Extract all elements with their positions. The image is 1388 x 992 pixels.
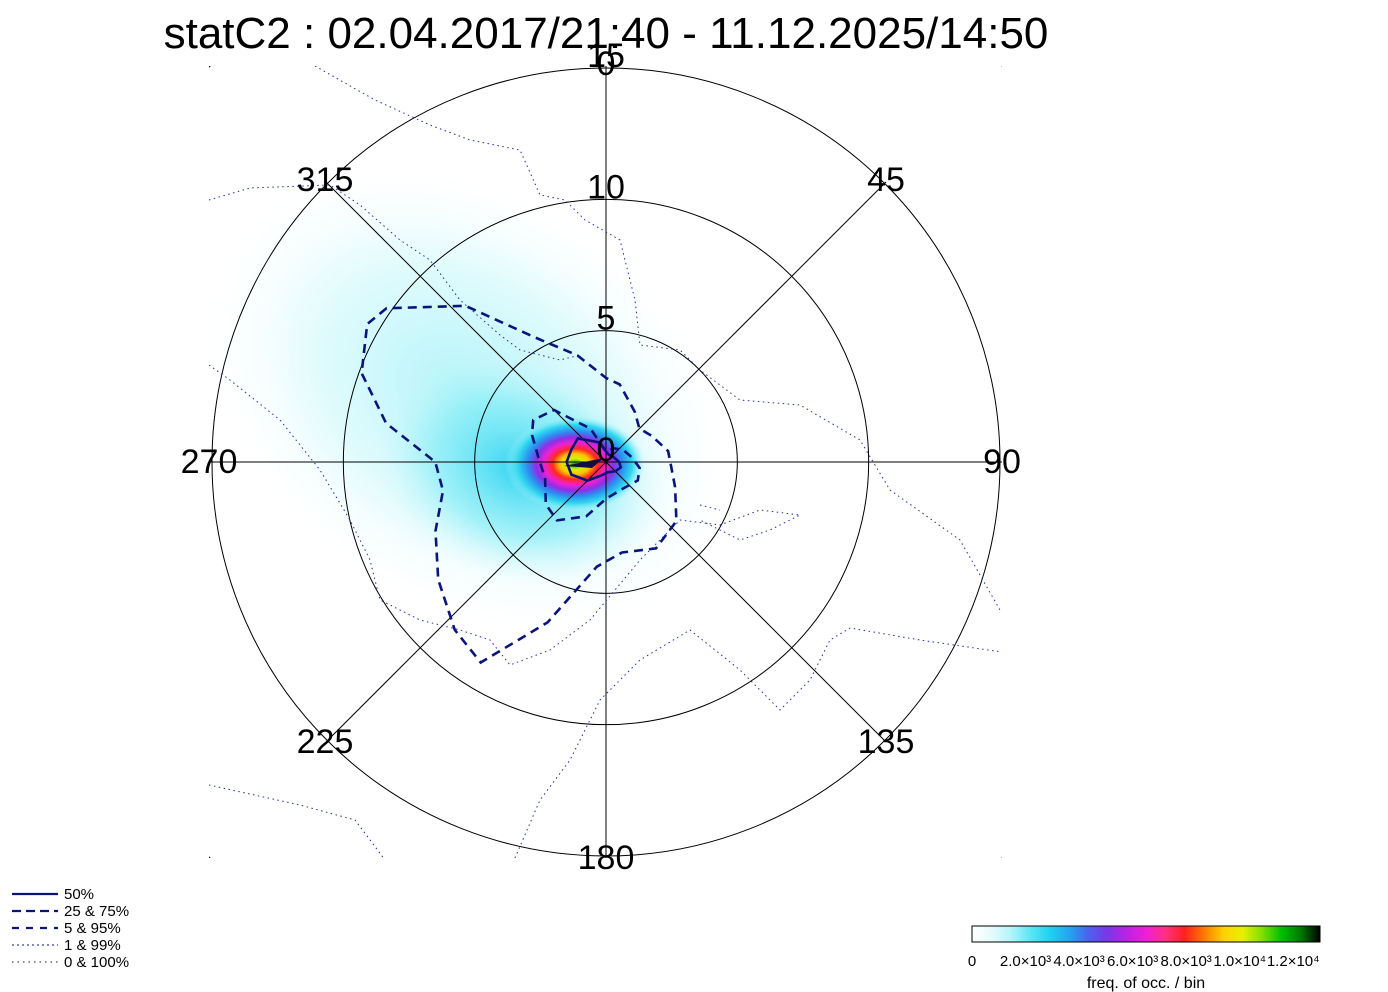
percentile-contours: [360, 304, 678, 665]
direction-label-180: 180: [578, 839, 635, 877]
density-field: [213, 170, 727, 630]
direction-label-270: 270: [181, 443, 238, 481]
ring-label-0: 0: [597, 431, 616, 469]
colorbar-tick-3: 6.0×10³: [1107, 953, 1158, 970]
percentile-contours-outer: [209, 66, 1002, 858]
direction-label-45: 45: [867, 161, 905, 199]
direction-labels: 0 45 90 135 180 225 270 315: [181, 45, 1021, 877]
colorbar-scale: [971, 925, 1321, 943]
chart-title: statC2 : 02.04.2017/21:40 - 11.12.2025/1…: [164, 9, 1049, 58]
direction-label-135: 135: [858, 723, 915, 761]
direction-label-90: 90: [983, 443, 1021, 481]
legend-label-4: 0 & 100%: [64, 954, 129, 971]
contour-2: [360, 304, 678, 665]
ring-label-15: 15: [587, 37, 625, 75]
direction-label-315: 315: [297, 161, 354, 199]
contour-1-99: [209, 66, 1001, 666]
legend-label-0: 50%: [64, 886, 94, 903]
ring-label-5: 5: [597, 300, 616, 338]
colorbar-tick-1: 2.0×10³: [1000, 953, 1051, 970]
ring-labels: 0 5 10 15: [587, 37, 625, 469]
colorbar-tick-4: 8.0×10³: [1161, 953, 1212, 970]
legend-label-3: 1 & 99%: [64, 937, 121, 954]
direction-spokes: [209, 66, 1002, 858]
colorbar-tick-0: 0: [968, 953, 976, 970]
legend-label-1: 25 & 75%: [64, 903, 129, 920]
direction-label-0: 0: [597, 45, 616, 83]
colorbar-tick-6: 1.2×10⁴: [1267, 953, 1320, 970]
legend-label-2: 5 & 95%: [64, 920, 121, 937]
contour-0-100: [209, 504, 1002, 858]
contour-legend: 50%25 & 75%5 & 95%1 & 99%0 & 100%: [12, 886, 129, 971]
colorbar-tick-5: 1.0×10⁴: [1213, 953, 1266, 970]
direction-label-225: 225: [297, 723, 354, 761]
center-peak-mark: [564, 458, 604, 468]
colorbar: 0 2.0×10³ 4.0×10³ 6.0×10³ 8.0×10³ 1.0×10⁴ 1.2×…: [968, 925, 1321, 992]
ring-label-10: 10: [587, 168, 625, 206]
contour-1: [530, 408, 641, 522]
colorbar-tick-2: 4.0×10³: [1053, 953, 1104, 970]
colorbar-label: freq. of occ. / bin: [1087, 975, 1205, 992]
